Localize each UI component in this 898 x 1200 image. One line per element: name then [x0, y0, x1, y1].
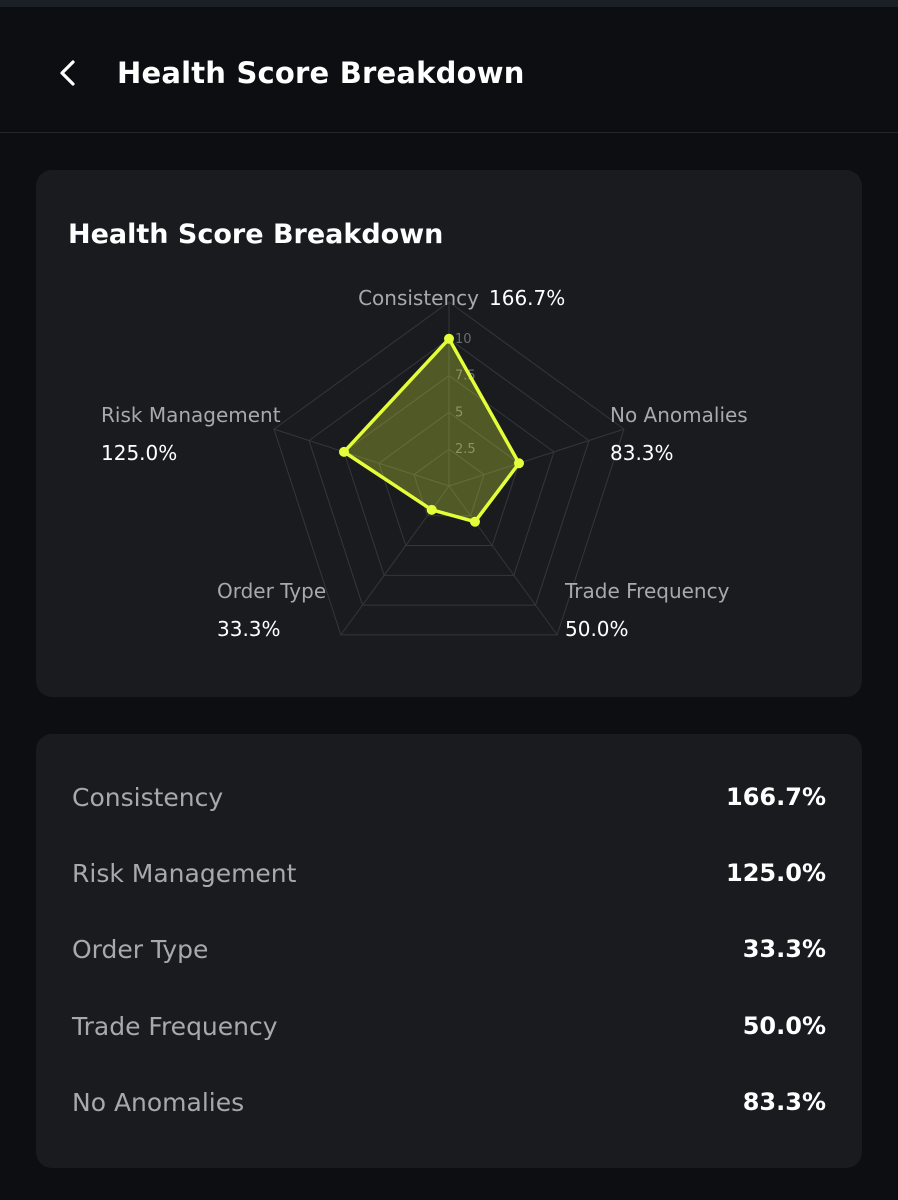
radar-series-area — [342, 337, 521, 524]
radar-data-point — [469, 516, 480, 527]
radar-grid-ring — [343, 374, 555, 576]
list-item-label: Risk Management — [72, 858, 297, 888]
radar-grid — [273, 301, 625, 636]
radar-data-point — [339, 446, 350, 457]
list-item-risk-management: Risk Management 125.0% — [72, 853, 826, 893]
list-item-consistency: Consistency 166.7% — [72, 777, 826, 817]
list-item-label: Consistency — [72, 782, 224, 812]
radar-axis-value: 83.3% — [610, 441, 674, 465]
radar-chart: 2.557.510 Consistency 166.7%No Anomalies8… — [101, 286, 748, 641]
radar-spoke — [273, 428, 450, 487]
list-item-order-type: Order Type 33.3% — [72, 929, 826, 969]
score-list-card: Consistency 166.7% Risk Management 125.0… — [36, 734, 862, 1168]
chevron-left-icon — [60, 60, 75, 86]
radar-grid-ring — [273, 301, 625, 636]
radar-axis-label: Risk Management — [101, 403, 281, 427]
radar-data-point — [513, 458, 524, 469]
radar-axis-label: Consistency — [358, 286, 479, 310]
list-item-label: Trade Frequency — [72, 1011, 278, 1041]
back-button[interactable] — [50, 55, 86, 91]
radar-axis-label: No Anomalies — [610, 403, 748, 427]
radar-data-point — [426, 504, 437, 515]
radar-axis-value: 50.0% — [565, 617, 629, 641]
radar-spoke — [448, 428, 625, 487]
list-item-value: 33.3% — [742, 935, 826, 963]
radar-data-point — [444, 333, 454, 344]
list-item-label: Order Type — [72, 934, 209, 964]
list-item-value: 166.7% — [726, 783, 826, 811]
radar-axis-value: 166.7% — [489, 286, 565, 310]
list-item-value: 125.0% — [726, 859, 826, 887]
radar-tick-label: 10 — [455, 332, 472, 347]
radar-axis-value: 125.0% — [101, 441, 177, 465]
radar-series-points — [339, 333, 524, 527]
card-title: Health Score Breakdown — [68, 219, 444, 250]
radar-grid-ring — [308, 338, 590, 606]
list-item-label: No Anomalies — [72, 1087, 245, 1117]
page-title: Health Score Breakdown — [117, 56, 525, 90]
page-header: Health Score Breakdown — [0, 7, 898, 133]
list-item-trade-frequency: Trade Frequency 50.0% — [72, 1006, 826, 1046]
list-item-value: 50.0% — [742, 1012, 826, 1040]
radar-axis-label: Order Type — [217, 579, 326, 603]
radar-axis-labels: Consistency 166.7% No Anomalies 83.3% Trade … — [101, 286, 748, 641]
list-item-no-anomalies: No Anomalies 83.3% — [72, 1082, 826, 1122]
radar-spoke — [448, 485, 558, 636]
radar-tick-label: 2.5 — [455, 442, 476, 457]
radar-axis-label: Trade Frequency — [564, 579, 730, 603]
radar-tick-label: 5 — [455, 405, 463, 420]
list-item-value: 83.3% — [742, 1088, 826, 1116]
radar-chart-card: Health Score Breakdown 2.5 5 7.5 10 Consist… — [36, 170, 862, 697]
radar-grid-ring — [378, 411, 520, 547]
status-bar-strip — [0, 0, 898, 7]
radar-axis-value: 33.3% — [217, 617, 281, 641]
